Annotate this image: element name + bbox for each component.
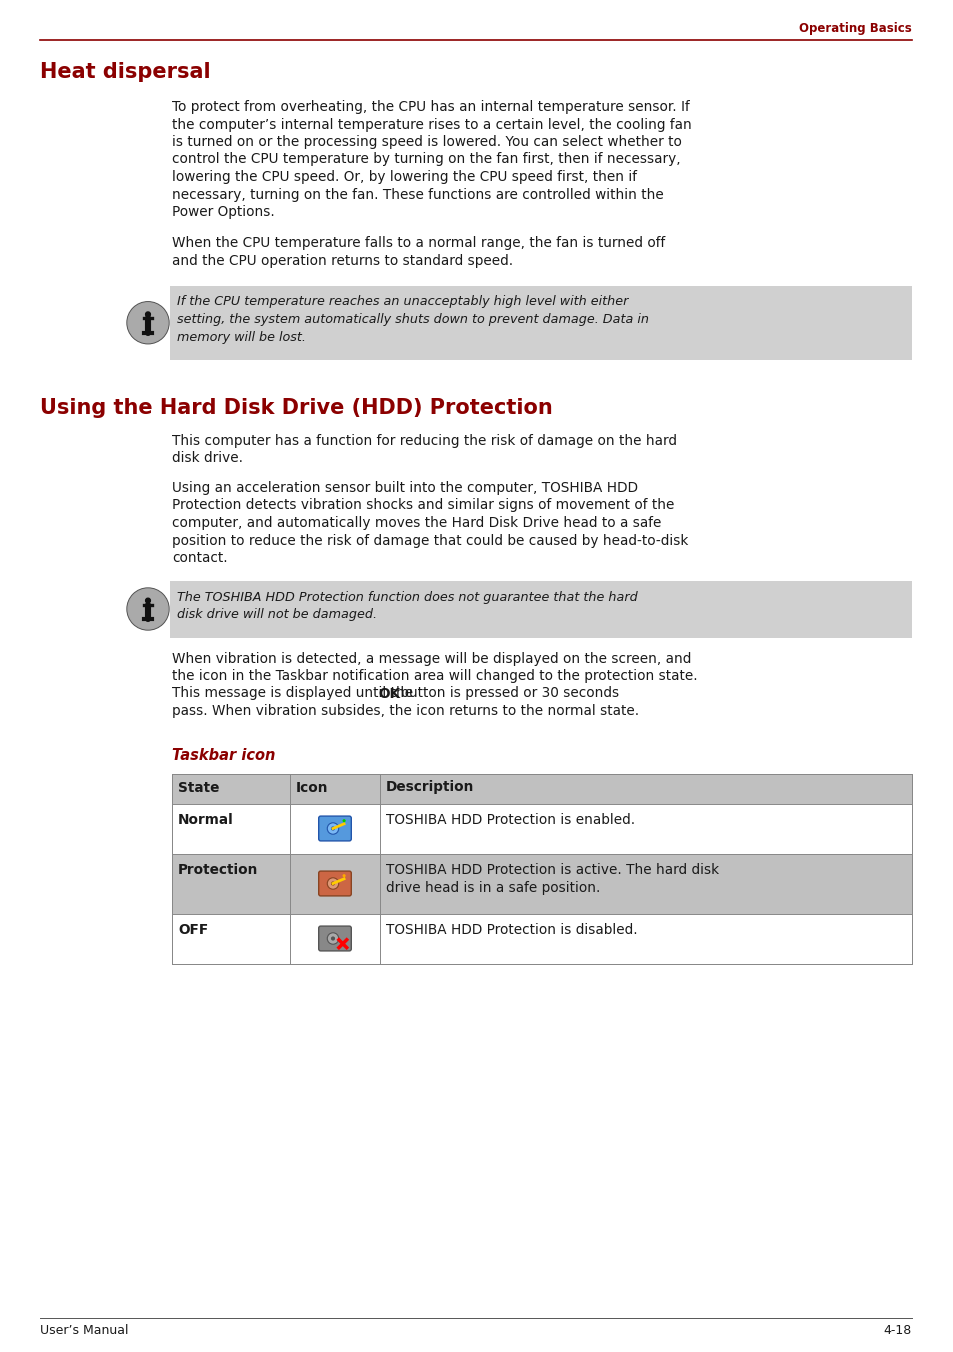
FancyBboxPatch shape <box>170 285 911 360</box>
Text: setting, the system automatically shuts down to prevent damage. Data in: setting, the system automatically shuts … <box>177 314 648 326</box>
Text: OK: OK <box>377 687 399 700</box>
Text: is turned on or the processing speed is lowered. You can select whether to: is turned on or the processing speed is … <box>172 135 681 149</box>
FancyBboxPatch shape <box>172 803 911 853</box>
Text: Taskbar icon: Taskbar icon <box>172 748 275 763</box>
Text: control the CPU temperature by turning on the fan first, then if necessary,: control the CPU temperature by turning o… <box>172 153 679 166</box>
Text: OFF: OFF <box>178 923 208 937</box>
Circle shape <box>331 937 335 941</box>
Text: the icon in the Taskbar notification area will changed to the protection state.: the icon in the Taskbar notification are… <box>172 669 697 683</box>
Text: TOSHIBA HDD Protection is active. The hard disk: TOSHIBA HDD Protection is active. The ha… <box>386 864 719 877</box>
Text: Operating Basics: Operating Basics <box>799 22 911 35</box>
Text: necessary, turning on the fan. These functions are controlled within the: necessary, turning on the fan. These fun… <box>172 188 663 201</box>
Circle shape <box>128 589 168 629</box>
Text: TOSHIBA HDD Protection is disabled.: TOSHIBA HDD Protection is disabled. <box>386 923 637 937</box>
Text: If the CPU temperature reaches an unacceptably high level with either: If the CPU temperature reaches an unacce… <box>177 296 628 308</box>
Text: Heat dispersal: Heat dispersal <box>40 62 211 82</box>
Circle shape <box>327 877 338 890</box>
Text: contact.: contact. <box>172 552 228 565</box>
FancyBboxPatch shape <box>172 853 911 914</box>
Text: Description: Description <box>386 780 474 795</box>
Text: The TOSHIBA HDD Protection function does not guarantee that the hard: The TOSHIBA HDD Protection function does… <box>177 591 638 603</box>
Circle shape <box>127 301 169 343</box>
Text: Using an acceleration sensor built into the computer, TOSHIBA HDD: Using an acceleration sensor built into … <box>172 481 638 495</box>
FancyBboxPatch shape <box>172 773 911 803</box>
FancyBboxPatch shape <box>318 817 351 841</box>
Text: Normal: Normal <box>178 814 233 827</box>
Circle shape <box>342 875 345 877</box>
Text: memory will be lost.: memory will be lost. <box>177 330 306 343</box>
Text: pass. When vibration subsides, the icon returns to the normal state.: pass. When vibration subsides, the icon … <box>172 704 639 718</box>
Text: State: State <box>178 780 219 795</box>
FancyBboxPatch shape <box>318 871 351 896</box>
Text: and the CPU operation returns to standard speed.: and the CPU operation returns to standar… <box>172 254 513 268</box>
Circle shape <box>327 933 338 944</box>
Text: disk drive.: disk drive. <box>172 452 243 465</box>
Circle shape <box>146 598 151 603</box>
Circle shape <box>331 882 335 886</box>
Text: When vibration is detected, a message will be displayed on the screen, and: When vibration is detected, a message wi… <box>172 652 691 665</box>
Text: disk drive will not be damaged.: disk drive will not be damaged. <box>177 608 376 621</box>
Text: This computer has a function for reducing the risk of damage on the hard: This computer has a function for reducin… <box>172 434 677 448</box>
Text: Power Options.: Power Options. <box>172 206 274 219</box>
Text: To protect from overheating, the CPU has an internal temperature sensor. If: To protect from overheating, the CPU has… <box>172 100 689 114</box>
Text: lowering the CPU speed. Or, by lowering the CPU speed first, then if: lowering the CPU speed. Or, by lowering … <box>172 170 637 184</box>
Text: button is pressed or 30 seconds: button is pressed or 30 seconds <box>395 687 618 700</box>
Circle shape <box>127 588 169 630</box>
Text: computer, and automatically moves the Hard Disk Drive head to a safe: computer, and automatically moves the Ha… <box>172 516 660 530</box>
Text: Protection: Protection <box>178 864 258 877</box>
Circle shape <box>327 823 338 834</box>
Text: This message is displayed until the: This message is displayed until the <box>172 687 417 700</box>
Circle shape <box>331 826 335 830</box>
FancyBboxPatch shape <box>318 926 351 950</box>
Text: User’s Manual: User’s Manual <box>40 1324 129 1337</box>
Text: Using the Hard Disk Drive (HDD) Protection: Using the Hard Disk Drive (HDD) Protecti… <box>40 397 552 418</box>
Circle shape <box>146 312 151 316</box>
Text: position to reduce the risk of damage that could be caused by head-to-disk: position to reduce the risk of damage th… <box>172 534 688 548</box>
Text: Protection detects vibration shocks and similar signs of movement of the: Protection detects vibration shocks and … <box>172 499 674 512</box>
Text: TOSHIBA HDD Protection is enabled.: TOSHIBA HDD Protection is enabled. <box>386 814 635 827</box>
Text: the computer’s internal temperature rises to a certain level, the cooling fan: the computer’s internal temperature rise… <box>172 118 691 131</box>
Text: drive head is in a safe position.: drive head is in a safe position. <box>386 882 599 895</box>
Circle shape <box>128 303 168 343</box>
Text: Icon: Icon <box>295 780 328 795</box>
Text: 4-18: 4-18 <box>882 1324 911 1337</box>
Circle shape <box>342 819 345 822</box>
Text: When the CPU temperature falls to a normal range, the fan is turned off: When the CPU temperature falls to a norm… <box>172 237 664 250</box>
FancyBboxPatch shape <box>170 580 911 638</box>
FancyBboxPatch shape <box>172 914 911 964</box>
